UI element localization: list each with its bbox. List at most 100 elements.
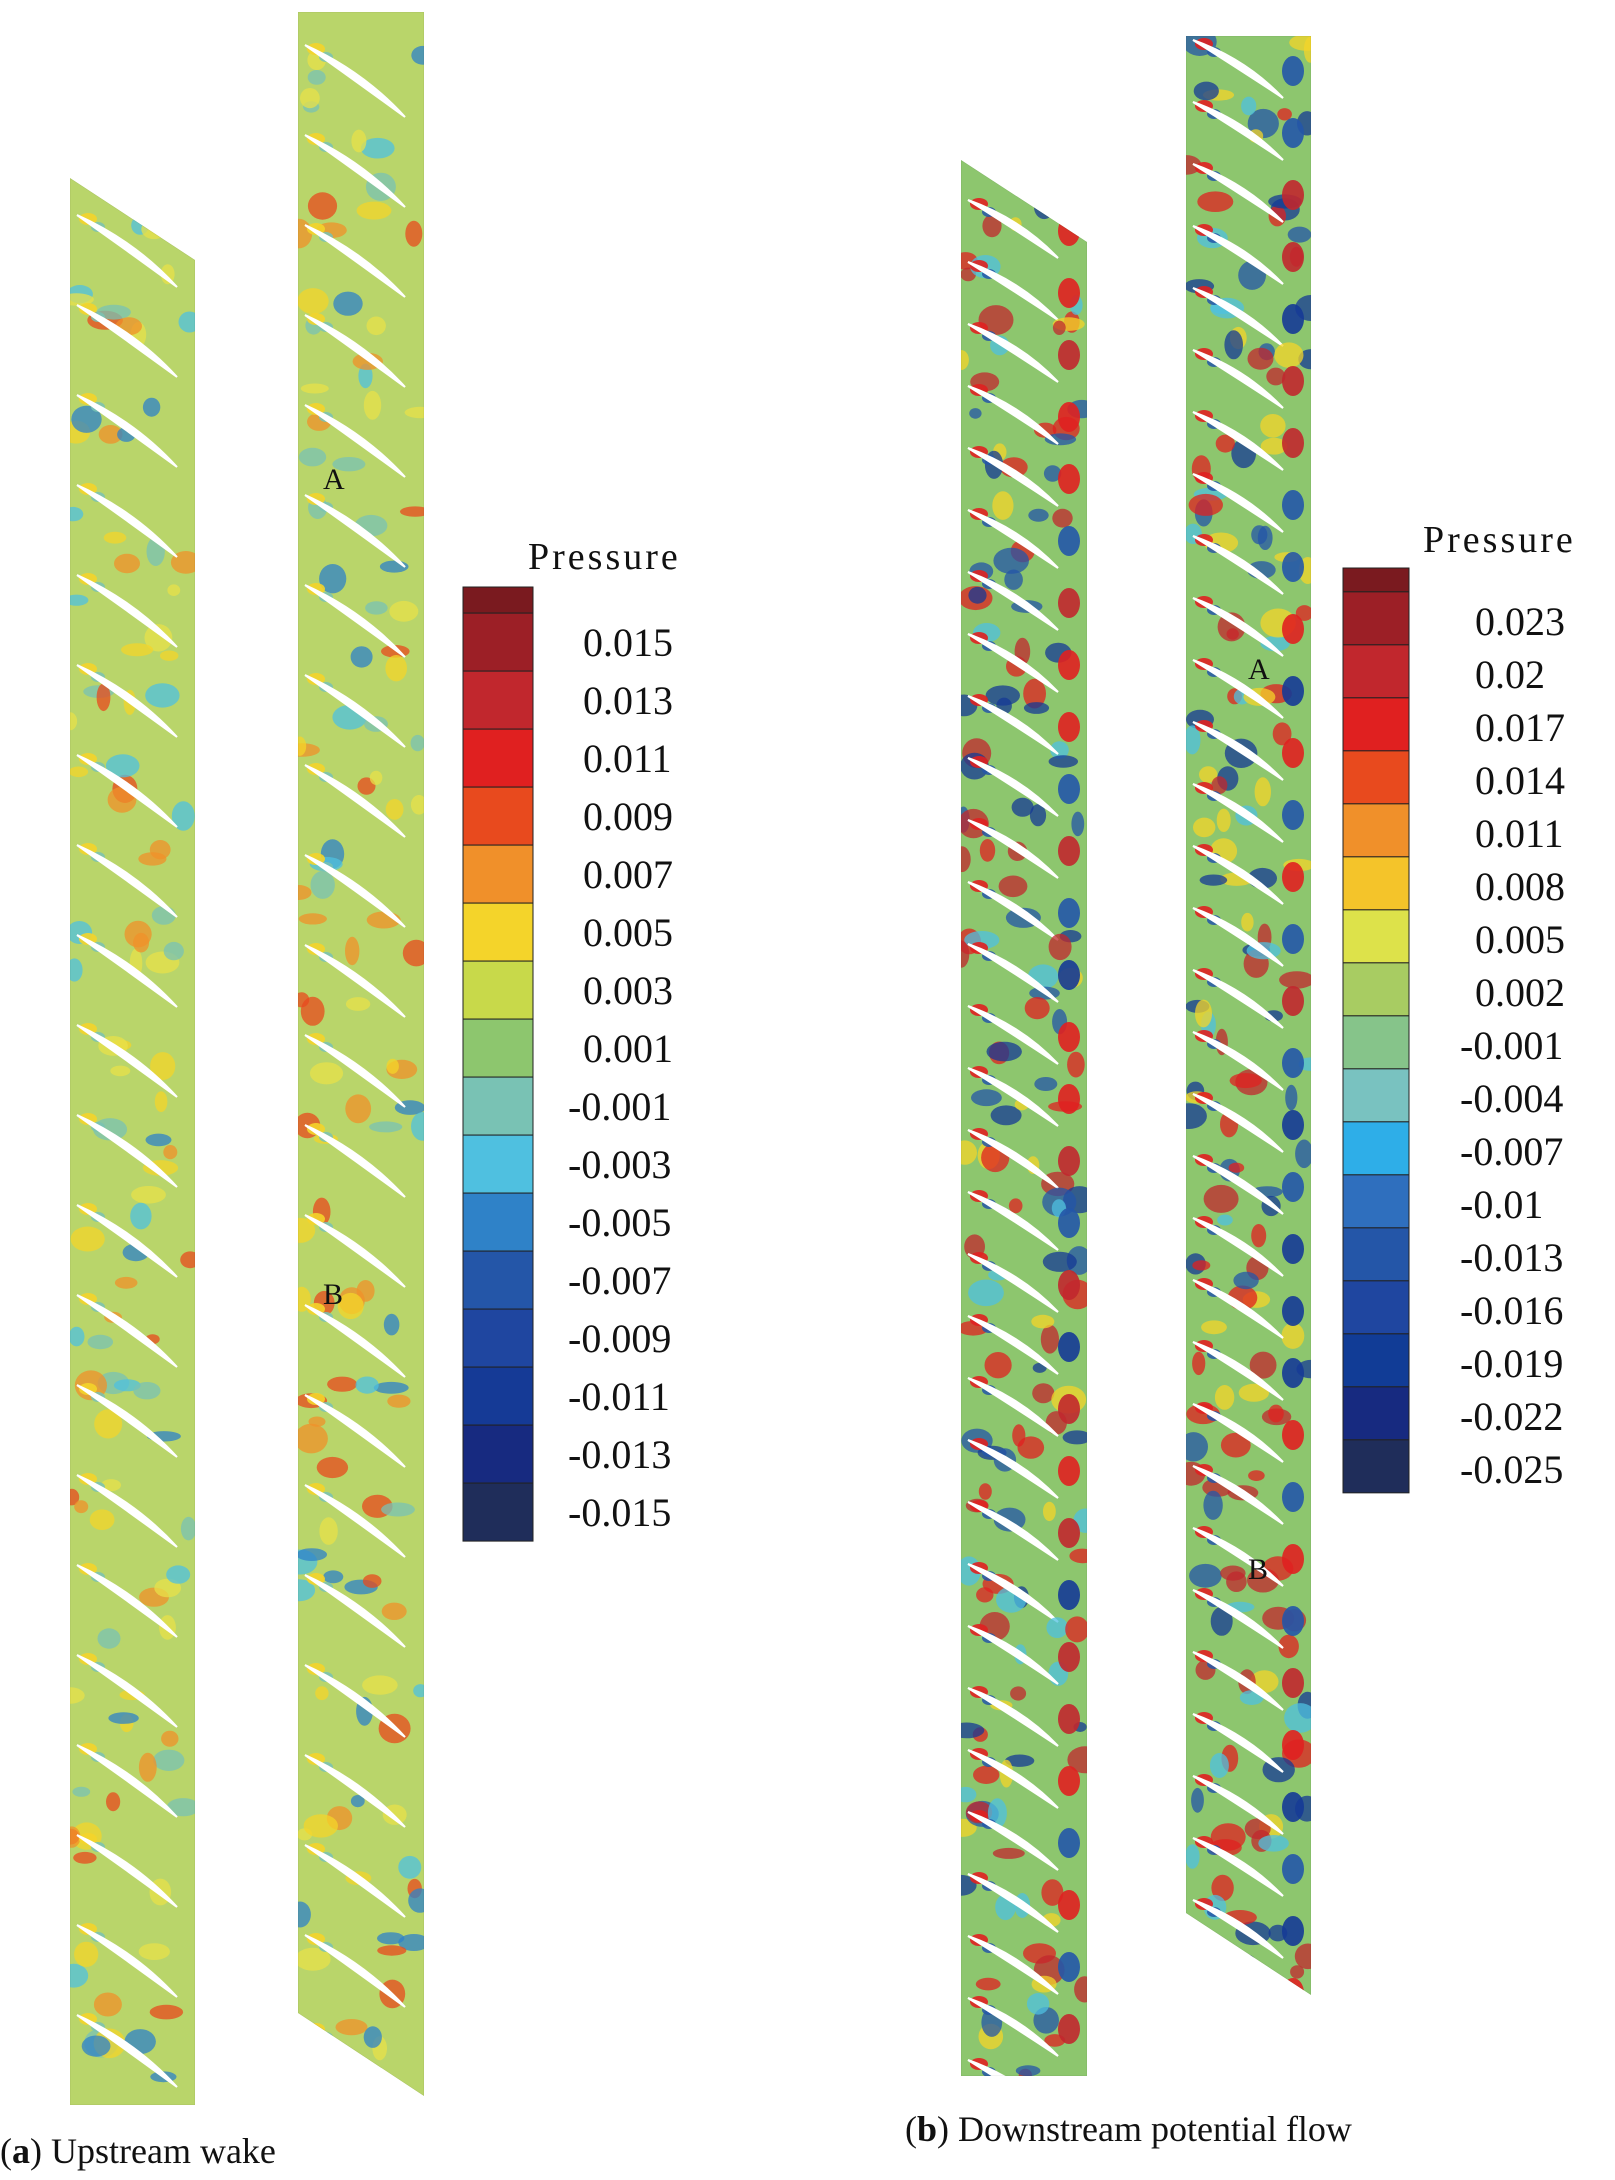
pressure-patch [1282,614,1304,644]
pressure-patch [70,1826,81,1848]
pressure-patch [180,1251,195,1269]
color-bar-swatch [462,902,534,962]
blade [304,1034,406,1108]
pressure-patch [1295,1139,1311,1169]
pressure-patch [161,1730,179,1747]
pressure-patch [365,601,388,615]
pressure-patch [1065,1616,1087,1643]
blade [1192,349,1284,409]
pressure-patch [990,1105,1022,1126]
pressure-patch [1188,493,1224,516]
blade [304,1934,406,2008]
pressure-patch [108,1712,139,1724]
pressure-patch [133,1382,161,1400]
pressure-patch [1272,722,1292,746]
color-bar-swatch [462,844,534,904]
pressure-patch [1201,1320,1227,1335]
blade [304,674,406,748]
pressure-patch [1247,347,1274,370]
pressure-patch [319,564,347,594]
blade [304,1574,406,1648]
pressure-patch [1042,1251,1077,1272]
pressure-patch [1211,776,1228,795]
panel-a-legend-label: -0.005 [568,1200,672,1245]
panel-a-legend-label: 0.007 [583,852,673,897]
panel-a-right-strip [298,12,424,2096]
color-bar-swatch [1342,1015,1410,1070]
pressure-patch [1186,1844,1200,1869]
color-bar-swatch [462,728,534,788]
blade [76,1204,178,1278]
color-bar-swatch [1342,1439,1410,1494]
color-bar-swatch [1342,909,1410,964]
blade [76,214,178,288]
blade [1192,1031,1284,1091]
panel-a-legend-label: 0.011 [583,736,672,781]
pressure-patch [978,1483,992,1500]
pressure-patch [1048,755,1079,768]
blade [967,1625,1059,1685]
color-bar-swatch [462,1134,534,1194]
pressure-patch [398,1934,424,1951]
pressure-patch [1058,1518,1080,1548]
color-bar-swatch [1342,1333,1410,1388]
pressure-patch [1028,508,1049,522]
color-bar-swatch [1342,1386,1410,1441]
panel-a-legend-label: 0.009 [583,794,673,839]
panel-b-legend-label: 0.02 [1475,652,1545,697]
pressure-patch [1282,1668,1304,1698]
pressure-patch [298,885,312,900]
pressure-patch [1282,986,1304,1016]
blade [76,1384,178,1458]
panel-b-legend-label: -0.001 [1460,1023,1564,1068]
blade [1192,1775,1284,1835]
pressure-patch [961,1140,978,1165]
pressure-patch [298,288,329,315]
pressure-patch [985,685,1020,706]
pressure-patch [345,936,360,966]
pressure-patch [307,70,326,85]
color-bar-swatch [462,586,534,614]
pressure-patch [87,1334,114,1350]
pressure-patch [971,1089,1002,1107]
pressure-patch [1058,1890,1080,1920]
pressure-patch [986,1041,1022,1062]
pressure-patch [1197,191,1234,212]
pressure-patch [1282,1544,1304,1574]
pressure-patch [381,1602,407,1621]
strip-outline [961,160,1087,2076]
pressure-patch [319,1517,338,1545]
blade [304,854,406,928]
blade [304,44,406,118]
pressure-patch [70,1963,89,1988]
panel-a-legend-label: -0.009 [568,1316,672,1361]
pressure-patch [130,1202,152,1230]
pressure-patch [1274,342,1304,368]
pressure-patch [1058,2014,1080,2044]
pressure-patch [298,447,327,467]
pressure-patch [369,1121,403,1133]
panel-a-legend-label: -0.003 [568,1142,672,1187]
color-bar-swatch [462,960,534,1020]
pressure-patch [1024,997,1050,1020]
pressure-patch [350,646,373,668]
pressure-patch [383,1313,400,1336]
pressure-patch [1295,605,1311,621]
blade [76,1834,178,1908]
pressure-patch [366,316,386,336]
panel-b-legend-label: -0.013 [1460,1235,1564,1280]
pressure-patch [1074,1976,1087,2003]
blade [967,385,1059,445]
panel-a-legend-label: 0.005 [583,910,673,955]
panel-a-legend-label: -0.015 [568,1490,672,1535]
pressure-patch [1058,464,1080,494]
blade [967,2059,1059,2076]
pressure-patch [121,643,154,657]
pressure-patch [70,1488,80,1506]
pressure-patch [1058,1394,1080,1424]
pressure-patch [1282,1110,1304,1140]
pressure-patch [1023,678,1046,709]
blade [967,1687,1059,1747]
pressure-patch [319,2032,333,2042]
blade [76,844,178,918]
